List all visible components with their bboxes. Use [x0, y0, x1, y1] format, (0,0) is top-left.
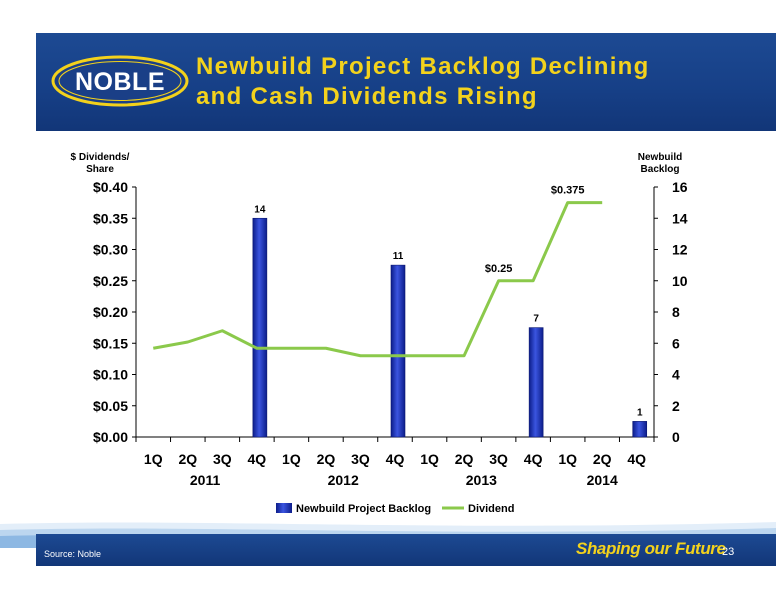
quarter-label: 2Q — [317, 451, 336, 467]
year-label: 2012 — [328, 472, 359, 488]
title-line-1: Newbuild Project Backlog Declining — [196, 53, 650, 80]
quarter-label: 2Q — [455, 451, 474, 467]
quarter-label: 1Q — [144, 451, 163, 467]
right-axis-title: Newbuild — [638, 152, 682, 163]
tagline: Shaping our Future — [576, 539, 726, 558]
page-number: 23 — [722, 546, 735, 558]
right-tick-label: 8 — [672, 304, 680, 320]
right-tick-label: 2 — [672, 398, 680, 414]
backlog-data-label: 14 — [254, 204, 266, 215]
quarter-label: 4Q — [386, 451, 405, 467]
quarter-label: 4Q — [248, 451, 267, 467]
legend-label-dividend: Dividend — [468, 503, 514, 515]
title-line-2: and Cash Dividends Rising — [196, 83, 538, 110]
left-tick-label: $0.15 — [93, 335, 128, 351]
left-tick-label: $0.25 — [93, 273, 128, 289]
legend-label-backlog: Newbuild Project Backlog — [296, 503, 431, 515]
page-title: Newbuild Project Backlog Declining and C… — [196, 52, 756, 112]
source-note: Source: Noble — [44, 549, 102, 559]
year-label: 2013 — [466, 472, 497, 488]
left-axis-title: Share — [86, 164, 114, 175]
quarter-label: 2Q — [593, 451, 612, 467]
dividend-backlog-chart: $0.00 $0.05 $0.10 $0.15 $0.20 $0.25 $0.30 $0.35… — [71, 152, 688, 515]
footer-bar — [36, 534, 776, 566]
quarter-label: 4Q — [627, 451, 646, 467]
left-tick-label: $0.35 — [93, 210, 128, 226]
backlog-bar — [390, 264, 406, 438]
year-label: 2014 — [587, 472, 618, 488]
left-tick-label: $0.20 — [93, 304, 128, 320]
year-label: 2011 — [190, 472, 221, 488]
quarter-label: 3Q — [213, 451, 232, 467]
quarter-label: 3Q — [351, 451, 370, 467]
right-tick-label: 12 — [672, 242, 688, 258]
left-tick-label: $0.05 — [93, 398, 128, 414]
backlog-data-label: 11 — [393, 251, 404, 262]
quarter-label: 3Q — [489, 451, 508, 467]
quarter-label: 1Q — [282, 451, 301, 467]
right-tick-label: 14 — [672, 210, 688, 226]
backlog-bar — [528, 327, 544, 438]
left-tick-label: $0.40 — [93, 179, 128, 195]
right-tick-label: 6 — [672, 335, 680, 351]
quarter-label: 1Q — [420, 451, 439, 467]
left-tick-label: $0.10 — [93, 367, 128, 383]
backlog-data-label: 7 — [533, 314, 539, 325]
quarter-label: 4Q — [524, 451, 543, 467]
logo-text: NOBLE — [75, 68, 165, 96]
right-tick-label: 0 — [672, 429, 680, 445]
backlog-data-label: 1 — [637, 407, 643, 418]
left-axis-title: $ Dividends/ — [71, 152, 130, 163]
dividend-data-label: $0.25 — [485, 263, 513, 275]
right-tick-label: 4 — [672, 367, 680, 383]
dividend-line — [152, 201, 603, 358]
legend-swatch-backlog — [276, 503, 292, 513]
quarter-label: 1Q — [558, 451, 577, 467]
backlog-bar — [632, 421, 648, 438]
dividend-data-label: $0.375 — [551, 185, 585, 197]
noble-logo: NOBLE — [51, 55, 189, 107]
quarter-label: 2Q — [178, 451, 197, 467]
right-axis-title: Backlog — [641, 164, 680, 175]
backlog-bar — [252, 217, 268, 438]
left-tick-label: $0.00 — [93, 429, 128, 445]
right-tick-label: 10 — [672, 273, 688, 289]
right-tick-label: 16 — [672, 179, 688, 195]
left-tick-label: $0.30 — [93, 242, 128, 258]
